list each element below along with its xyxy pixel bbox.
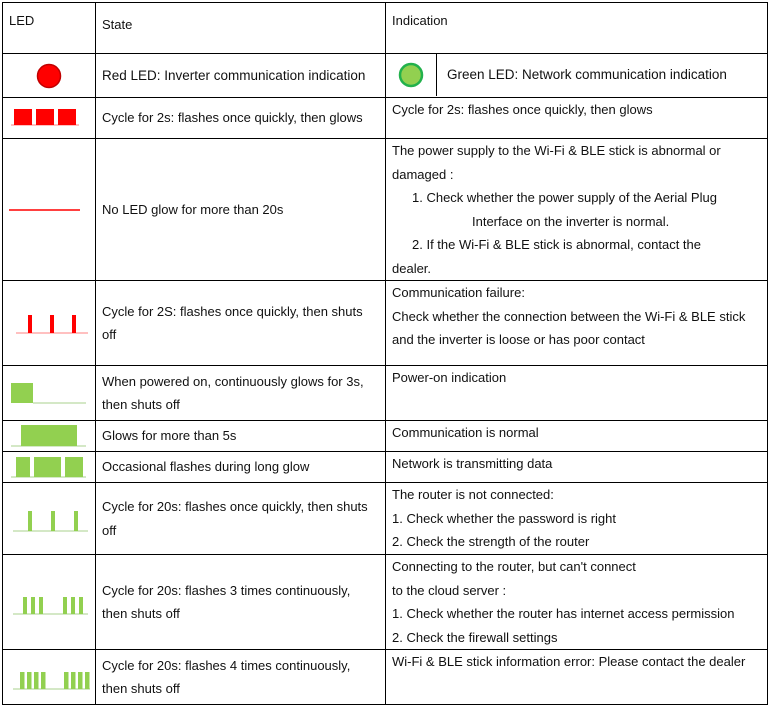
table-row: Cycle for 2s: flashes once quickly, then… (2, 97, 768, 139)
indication-line: Communication is normal (392, 425, 539, 440)
indication-line: The router is not connected: (392, 487, 554, 502)
indication-line: Communication failure: (392, 285, 525, 300)
green-gapped-blocks-icon (11, 457, 86, 478)
red-led-label: Red LED: Inverter communication indicati… (95, 53, 386, 98)
led-pattern-cell (2, 554, 96, 650)
indication-line: The power supply to the Wi-Fi & BLE stic… (392, 143, 721, 158)
led-pattern-cell (2, 97, 96, 139)
state-cell: Occasional flashes during long glow (95, 451, 386, 483)
indication-line: Interface on the inverter is normal. (472, 213, 670, 229)
indication-line: 1. Check whether the router has internet… (392, 606, 735, 621)
indication-cell: Cycle for 2s: flashes once quickly, then… (385, 97, 768, 139)
green-led-label: Green LED: Network communication indicat… (447, 67, 727, 83)
indication-line: Check whether the connection between the… (392, 308, 746, 324)
red-led-icon (36, 63, 62, 88)
indication-line: Connecting to the router, but can't conn… (392, 559, 636, 574)
state-line: then shuts off (102, 606, 180, 621)
red-three-pulses-icon (16, 315, 88, 334)
indication-line: to the cloud server : (392, 582, 507, 598)
table-row: Occasional flashes during long glow Netw… (2, 451, 768, 483)
state-cell: No LED glow for more than 20s (95, 138, 386, 281)
header-indication: Indication (385, 2, 768, 54)
green-single-block-icon (11, 383, 86, 404)
state-line: off (102, 522, 117, 538)
state-cell: When powered on, continuously glows for … (95, 365, 386, 421)
green-three-pulses-icon (13, 510, 88, 531)
led-pattern-cell (2, 649, 96, 705)
indication-line: dealer. (392, 260, 432, 276)
green-4x2-pulses-icon (13, 672, 90, 690)
table-row: When powered on, continuously glows for … (2, 365, 768, 421)
state-cell: Cycle for 20s: flashes once quickly, the… (95, 482, 386, 555)
led-pattern-cell (2, 365, 96, 421)
led-pattern-cell (2, 420, 96, 452)
indication-line: Power-on indication (392, 370, 507, 385)
state-cell: Cycle for 2s: flashes once quickly, then… (95, 97, 386, 139)
green-led-icon (398, 62, 424, 88)
indication-line: 1. Check whether the password is right (392, 510, 616, 526)
indication-line: damaged : (392, 166, 454, 182)
state-line: then shuts off (102, 681, 180, 696)
green-led-cell: Green LED: Network communication indicat… (385, 53, 768, 98)
state-line: Occasional flashes during long glow (102, 459, 310, 475)
state-line: off (102, 327, 117, 342)
red-led-cell (2, 53, 96, 98)
state-line: Cycle for 20s: flashes once quickly, the… (102, 499, 368, 514)
state-line: Glows for more than 5s (102, 428, 237, 444)
state-cell: Glows for more than 5s (95, 420, 386, 452)
led-pattern-cell (2, 451, 96, 483)
state-line: Cycle for 20s: flashes 4 times continuou… (102, 657, 351, 673)
green-long-block-icon (11, 425, 86, 447)
indication-line: 2. If the Wi-Fi & BLE stick is abnormal,… (412, 237, 701, 252)
header-led: LED (2, 2, 96, 54)
state-cell: Cycle for 2S: flashes once quickly, then… (95, 280, 386, 366)
state-line: Cycle for 2S: flashes once quickly, then… (102, 303, 363, 319)
state-line: Cycle for 2s: flashes once quickly, then… (102, 110, 363, 126)
table-row: Cycle for 20s: flashes 3 times continuou… (2, 554, 768, 650)
indication-cell: Power-on indication (385, 365, 768, 421)
indication-line: 2. Check the firewall settings (392, 629, 558, 645)
state-line: Cycle for 20s: flashes 3 times continuou… (102, 582, 351, 598)
table-row: Cycle for 2S: flashes once quickly, then… (2, 280, 768, 366)
state-cell: Cycle for 20s: flashes 4 times continuou… (95, 649, 386, 705)
state-line: then shuts off (102, 397, 180, 412)
table-row: Glows for more than 5s Communication is … (2, 420, 768, 452)
state-cell: Cycle for 20s: flashes 3 times continuou… (95, 554, 386, 650)
led-pattern-cell (2, 138, 96, 281)
indication-line: Wi-Fi & BLE stick information error: Ple… (392, 654, 746, 669)
indication-line: 2. Check the strength of the router (392, 534, 590, 549)
green-3x2-pulses-icon (13, 597, 88, 615)
indication-cell: Communication failure: Check whether the … (385, 280, 768, 366)
table-row: Cycle for 20s: flashes once quickly, the… (2, 482, 768, 555)
indication-line: 1. Check whether the power supply of the… (412, 190, 717, 205)
header-row: LED State Indication (2, 2, 768, 54)
table-row: Cycle for 20s: flashes 4 times continuou… (2, 649, 768, 705)
header-state: State (95, 2, 386, 54)
red-flat-line-icon (9, 208, 80, 211)
state-line: When powered on, continuously glows for … (102, 373, 364, 389)
table-row: No LED glow for more than 20s The power … (2, 138, 768, 281)
indication-line: Network is transmitting data (392, 456, 553, 471)
indication-line: Cycle for 2s: flashes once quickly, then… (392, 102, 653, 117)
state-line: No LED glow for more than 20s (102, 201, 284, 217)
indication-cell: Wi-Fi & BLE stick information error: Ple… (385, 649, 768, 705)
legend-row: Red LED: Inverter communication indicati… (2, 53, 768, 98)
led-pattern-cell (2, 280, 96, 366)
indication-cell: Communication is normal (385, 420, 768, 452)
indication-cell: Network is transmitting data (385, 451, 768, 483)
indication-cell: Connecting to the router, but can't conn… (385, 554, 768, 650)
indication-cell: The power supply to the Wi-Fi & BLE stic… (385, 138, 768, 281)
red-three-blocks-icon (11, 109, 79, 126)
indication-cell: The router is not connected: 1. Check whe… (385, 482, 768, 555)
indication-line: and the inverter is loose or has poor co… (392, 332, 645, 347)
led-pattern-cell (2, 482, 96, 555)
